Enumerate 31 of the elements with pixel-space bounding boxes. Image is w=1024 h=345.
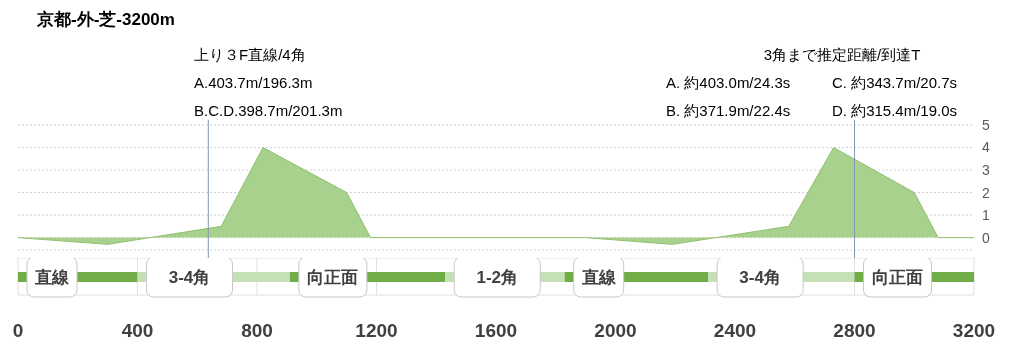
series-label: 3-4角 (168, 268, 211, 287)
text: B. 約371.9m/22.4s (666, 102, 791, 119)
x-tick-label: 800 (241, 320, 273, 341)
series-label: 向正面 (307, 268, 359, 287)
series-label: 向正面 (872, 268, 923, 287)
text: A. 約403.0m/24.3s (666, 74, 791, 91)
x-tick-label: 2000 (594, 320, 637, 341)
x-tick-label: 3200 (952, 320, 996, 341)
y-tick-label: 2 (982, 184, 990, 201)
x-tick-label: 400 (121, 320, 154, 341)
y-tick-label: 5 (982, 116, 990, 133)
series-label: 直線 (580, 268, 617, 287)
text: D. 約315.4m/19.0s (832, 102, 958, 119)
y-tick-label: 0 (982, 229, 990, 246)
series-label: 直線 (34, 268, 70, 287)
y-tick-label: 1 (982, 207, 990, 224)
text: C. 約343.7m/20.7s (832, 74, 958, 91)
x-tick-label: 0 (12, 320, 24, 341)
text: 3角まで推定距離/到達T (763, 46, 921, 63)
text: 上り３F直線/4角 (194, 46, 306, 63)
x-tick-label: 1600 (474, 320, 518, 341)
series-label: 1-2角 (476, 268, 518, 287)
y-tick-label: 4 (982, 139, 990, 156)
text: B.C.D.398.7m/201.3m (194, 102, 343, 119)
text: A.403.7m/196.3m (194, 74, 313, 91)
series-label: 3-4角 (739, 268, 781, 287)
x-tick-label: 2800 (833, 320, 876, 341)
x-tick-label: 1200 (355, 320, 398, 341)
x-tick-label: 2400 (713, 320, 757, 341)
y-tick-label: 3 (982, 162, 990, 179)
chart-title: 京都-外-芝-3200m (36, 10, 175, 29)
